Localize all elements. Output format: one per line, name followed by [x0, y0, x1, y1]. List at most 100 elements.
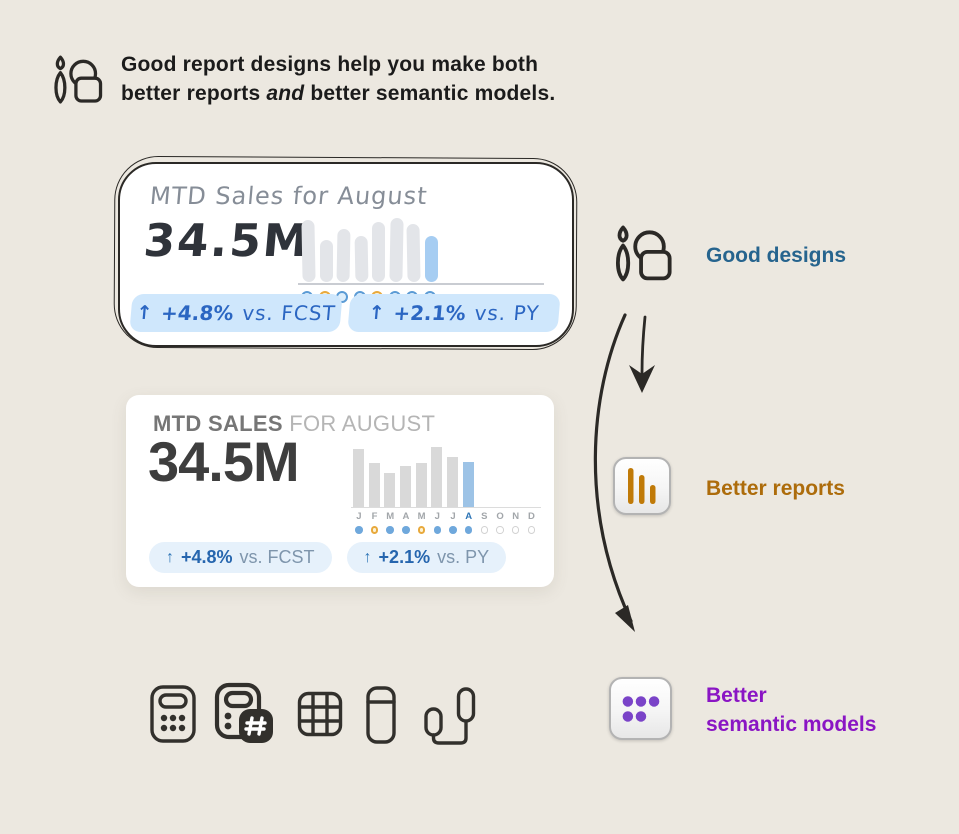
bar: [400, 466, 412, 507]
bar: [424, 236, 438, 282]
bar: [462, 462, 474, 507]
dot: [496, 526, 504, 534]
kpi-title: MTD Sales for August: [148, 182, 429, 210]
up-arrow-icon: ↑: [367, 302, 386, 324]
dot-cell: [477, 526, 493, 534]
delta-badge-fcst: ↑ +4.8% vs. FCST: [129, 294, 343, 332]
axis-line: [351, 507, 541, 508]
bar: [447, 457, 459, 507]
column-icon: [365, 685, 397, 750]
delta-value: +4.8%: [160, 301, 235, 325]
month-label: J: [434, 511, 440, 522]
bar: [336, 228, 351, 283]
calculator-hash-icon: [213, 681, 277, 750]
kpi-sparkline-chart: [298, 216, 550, 303]
straight-down-arrow: [640, 315, 647, 375]
bar: [368, 463, 380, 507]
month-label: A: [402, 511, 410, 522]
bar: [353, 449, 364, 507]
delta-badge-py: ↑ +2.1% vs. PY: [346, 542, 507, 573]
month-label: M: [386, 511, 395, 522]
month-label: F: [371, 511, 378, 522]
bar: [415, 463, 427, 507]
delta-label: vs. PY: [473, 301, 541, 325]
dot-cell: [492, 526, 508, 534]
curved-down-arrow: [593, 313, 633, 623]
month-label: N: [512, 511, 520, 522]
dot: [449, 526, 457, 534]
dot: [386, 526, 394, 534]
dot-cell: [414, 526, 430, 534]
dot-cell: [351, 526, 367, 534]
kpi-bars: [298, 216, 550, 283]
table-grid-icon: [297, 691, 343, 742]
dot: [370, 526, 379, 534]
delta-label: vs. FCST: [239, 547, 315, 567]
month-label: D: [527, 511, 535, 522]
month-label: A: [465, 511, 473, 522]
bar: [406, 223, 421, 283]
relationship-icon: [422, 682, 478, 753]
delta-badge-fcst: ↑ +4.8% vs. FCST: [149, 542, 332, 573]
kpi-value: 34.5M: [141, 214, 313, 267]
arrowhead-icon: [629, 365, 655, 393]
dot-cell: [461, 526, 477, 534]
flow-label-better-reports: Better reports: [706, 477, 845, 500]
up-arrow-icon: ↑: [135, 302, 154, 324]
bar-report-icon: [613, 457, 671, 515]
dot-cell: [429, 526, 445, 534]
semantic-model-icon: [609, 677, 672, 740]
up-arrow-icon: ↑: [166, 548, 174, 566]
bar: [354, 235, 368, 283]
month-label: S: [481, 511, 488, 522]
delta-value: +4.8%: [181, 547, 233, 567]
dot: [527, 526, 536, 534]
dot-cell: [382, 526, 398, 534]
dot: [355, 526, 363, 534]
dot-cell: [367, 526, 383, 534]
bar: [372, 222, 385, 282]
calculator-icon: [149, 684, 197, 749]
delta-value: +2.1%: [378, 547, 431, 567]
delta-badges: ↑ +4.8% vs. FCST ↑ +2.1% vs. PY: [149, 542, 507, 573]
dot-cell: [398, 526, 414, 534]
month-label: J: [450, 511, 456, 522]
dot-cell: [445, 526, 461, 534]
dot: [433, 526, 442, 534]
bar: [319, 240, 333, 282]
month-label: O: [496, 511, 504, 522]
bar: [301, 219, 316, 283]
month-dots: [351, 526, 546, 534]
design-brush-icon: [604, 220, 676, 293]
dot: [417, 526, 426, 534]
dot: [480, 526, 489, 534]
delta-label: vs. PY: [437, 547, 490, 567]
kpi-bars: [351, 443, 546, 507]
axis-line: [298, 283, 544, 285]
page-title: Good report designs help you make both b…: [121, 53, 556, 105]
delta-label: vs. FCST: [241, 301, 337, 325]
bar: [384, 473, 396, 507]
sketch-kpi-card: MTD Sales for August 34.5M ↑ +4.8% vs. F…: [118, 162, 574, 347]
month-label: J: [356, 511, 362, 522]
bar: [388, 217, 404, 283]
dot-cell: [524, 526, 540, 534]
kpi-title: MTD SALES FOR AUGUST: [153, 411, 436, 436]
dot: [511, 526, 520, 534]
up-arrow-icon: ↑: [363, 548, 372, 566]
dot-cell: [508, 526, 524, 534]
dot: [402, 526, 410, 534]
month-label: M: [417, 511, 426, 522]
design-brush-icon: [44, 50, 106, 115]
bar: [431, 447, 443, 507]
flow-label-good-designs: Good designs: [706, 244, 847, 267]
delta-value: +2.1%: [392, 301, 467, 325]
flow-label-better-semantic-models: Better semantic models: [706, 684, 877, 736]
kpi-value: 34.5M: [148, 430, 300, 493]
arrowhead-icon: [615, 605, 635, 632]
dot: [464, 526, 473, 534]
